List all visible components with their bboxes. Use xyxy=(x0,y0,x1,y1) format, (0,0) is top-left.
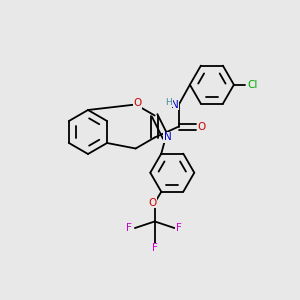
Text: O: O xyxy=(134,98,142,109)
Text: N: N xyxy=(164,133,172,142)
Text: O: O xyxy=(197,122,206,131)
Text: H: H xyxy=(165,98,172,107)
Text: F: F xyxy=(126,223,132,233)
Text: N: N xyxy=(171,100,179,110)
Text: F: F xyxy=(152,244,158,254)
Text: O: O xyxy=(148,198,157,208)
Text: F: F xyxy=(176,223,182,233)
Text: Cl: Cl xyxy=(248,80,258,90)
